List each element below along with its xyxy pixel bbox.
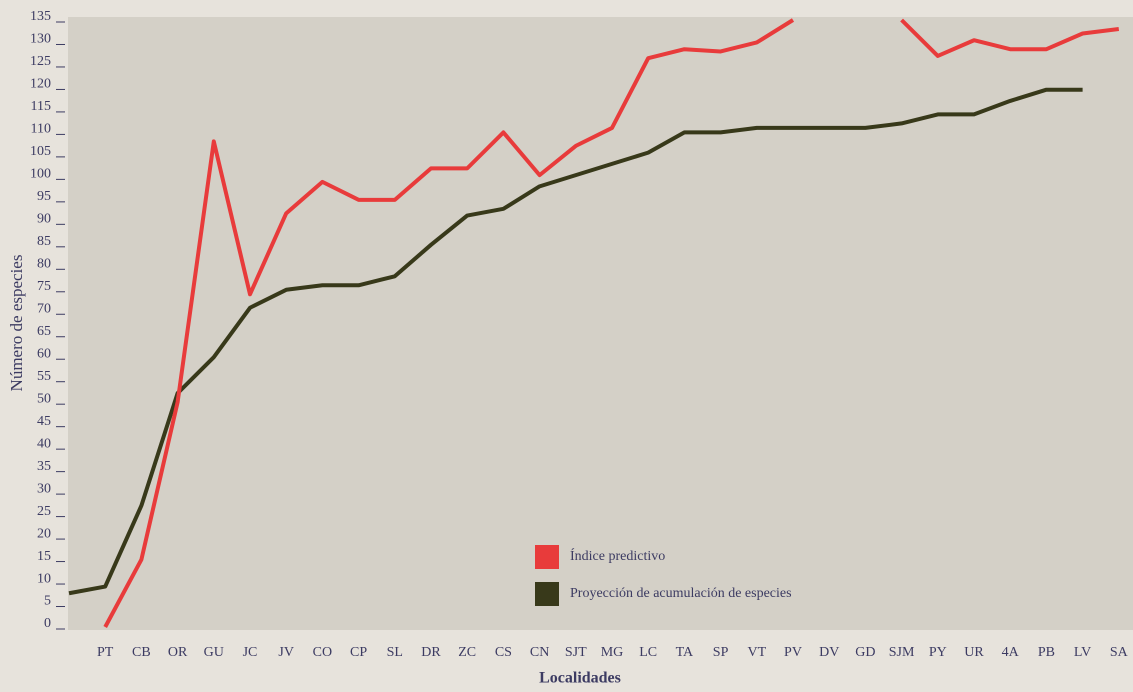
x-tick-label: JV — [278, 645, 294, 660]
y-tick-label: 80 — [37, 257, 51, 272]
plot-area — [68, 17, 1133, 630]
y-tick-label: 55 — [37, 369, 51, 384]
y-tick-label: 15 — [37, 549, 51, 564]
y-tick-label: 110 — [31, 122, 51, 137]
y-tick-label: 60 — [37, 346, 51, 361]
x-tick-label: MG — [601, 645, 624, 660]
x-tick-label: VT — [747, 645, 766, 660]
x-tick-label: LC — [639, 645, 657, 660]
x-tick-label: CB — [132, 645, 151, 660]
x-tick-label: SL — [387, 645, 403, 660]
y-tick-label: 120 — [30, 77, 51, 92]
y-tick-label: 20 — [37, 526, 51, 541]
x-tick-label: PB — [1038, 645, 1055, 660]
legend-swatch — [535, 545, 559, 569]
x-tick-label: DV — [819, 645, 839, 660]
y-tick-label: 115 — [31, 99, 51, 114]
y-tick-label: 125 — [30, 54, 51, 69]
x-tick-label: UR — [964, 645, 984, 660]
x-tick-label: GU — [204, 645, 224, 660]
y-tick-label: 65 — [37, 324, 51, 339]
y-tick-label: 85 — [37, 234, 51, 249]
x-tick-label: DR — [421, 645, 441, 660]
x-tick-label: 4A — [1002, 645, 1020, 660]
x-tick-label: SA — [1110, 645, 1129, 660]
x-tick-label: SJM — [889, 645, 915, 660]
series-line — [68, 87, 1083, 596]
legend-label: Proyección de acumulación de especies — [570, 586, 792, 601]
y-tick-label: 45 — [37, 414, 51, 429]
x-axis-title: Localidades — [539, 670, 621, 687]
x-tick-label: TA — [676, 645, 694, 660]
y-tick-label: 130 — [30, 32, 51, 47]
y-tick-label: 95 — [37, 189, 51, 204]
x-tick-label: CP — [350, 645, 367, 660]
y-tick-label: 5 — [44, 594, 51, 609]
x-tick-label: PT — [97, 645, 114, 660]
x-tick-label: ZC — [458, 645, 476, 660]
y-tick-label: 70 — [37, 301, 51, 316]
y-tick-label: 35 — [37, 459, 51, 474]
legend-label: Índice predictivo — [570, 547, 665, 564]
x-tick-label: CS — [495, 645, 512, 660]
series-line — [103, 18, 1120, 628]
y-tick-label: 25 — [37, 504, 51, 519]
x-tick-label: GD — [855, 645, 875, 660]
y-tick-label: 50 — [37, 391, 51, 406]
x-tick-label: PV — [784, 645, 802, 660]
x-tick-label: SP — [713, 645, 729, 660]
y-tick-label: 30 — [37, 481, 51, 496]
y-axis-title: Número de especies — [7, 255, 26, 392]
legend-swatch — [535, 582, 559, 606]
y-tick-label: 40 — [37, 436, 51, 451]
y-tick-label: 10 — [37, 571, 51, 586]
y-tick-label: 105 — [30, 144, 51, 159]
lines — [68, 18, 1120, 628]
y-tick-label: 90 — [37, 212, 51, 227]
x-tick-label: LV — [1074, 645, 1091, 660]
x-tick-label: SJT — [565, 645, 587, 660]
x-tick-label: CO — [313, 645, 332, 660]
x-tick-label: OR — [168, 645, 188, 660]
x-tick-label: CN — [530, 645, 549, 660]
y-tick-label: 100 — [30, 167, 51, 182]
x-tick-label: JC — [243, 645, 258, 660]
y-tick-label: 75 — [37, 279, 51, 294]
x-tick-label: PY — [929, 645, 947, 660]
y-tick-label: 135 — [30, 9, 51, 24]
y-tick-label: 0 — [44, 616, 51, 631]
